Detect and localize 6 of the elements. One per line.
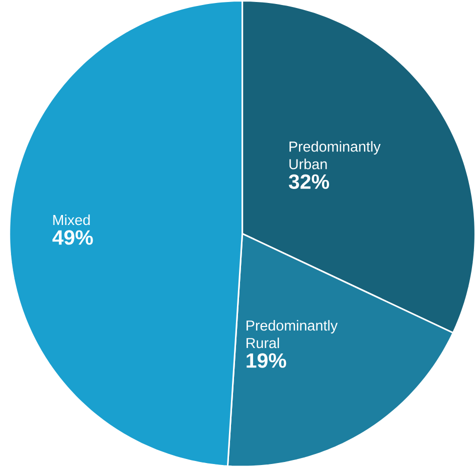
data-label: 32% [288,174,330,189]
slice-label: Predominantly Urban [289,140,381,170]
data-label: 49% [52,230,93,245]
data-label: 19% [246,353,286,368]
slice-label: Predominantly Rural [246,320,338,348]
slice-label: Mixed [53,214,90,225]
